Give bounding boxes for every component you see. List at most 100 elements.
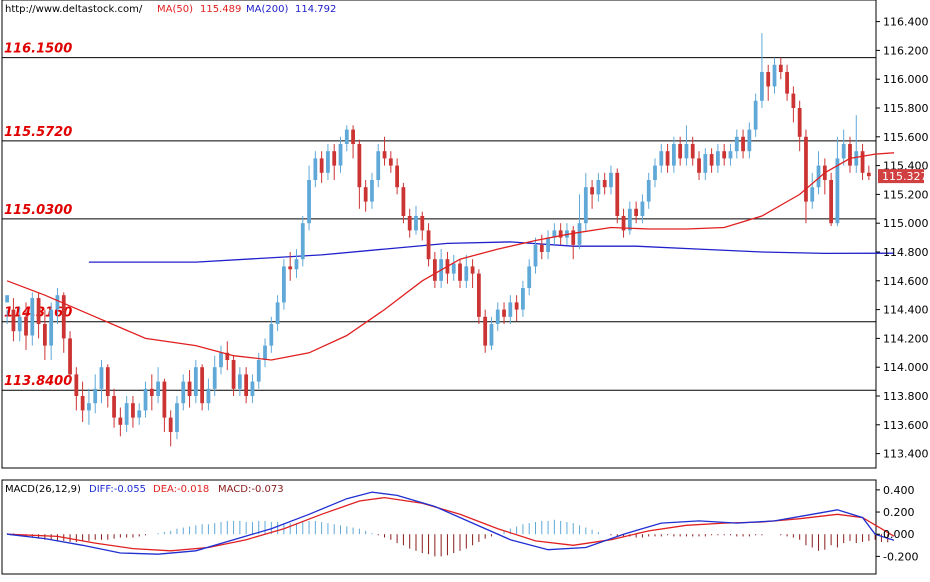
candle-up xyxy=(552,230,557,238)
y-tick-label: 113.600 xyxy=(883,419,929,432)
y-tick-label: 114.200 xyxy=(883,332,929,345)
candle-up xyxy=(5,295,10,303)
candle-up xyxy=(124,403,129,425)
y-tick-label: 115.600 xyxy=(883,131,929,144)
candle-up xyxy=(181,381,186,404)
ma50-label: MA(50) xyxy=(157,4,193,15)
candle-up xyxy=(772,64,777,87)
candle-down xyxy=(357,144,362,188)
candle-down xyxy=(225,352,230,360)
candle-down xyxy=(332,151,337,166)
y-tick-label: 116.000 xyxy=(883,73,929,86)
candle-down xyxy=(149,388,154,396)
candle-up xyxy=(212,367,217,389)
candle-up xyxy=(703,154,708,173)
y-tick-label: 114.000 xyxy=(883,361,929,374)
candle-up xyxy=(294,259,299,270)
candle-up xyxy=(30,298,35,336)
candle-down xyxy=(860,151,865,173)
candle-up xyxy=(282,266,286,303)
candle-up xyxy=(376,151,381,180)
candle-up xyxy=(300,223,305,260)
candle-up xyxy=(816,165,821,188)
candle-down xyxy=(401,187,406,216)
candle-down xyxy=(68,338,72,375)
candle-up xyxy=(55,295,60,310)
candle-down xyxy=(804,136,808,202)
macd-y-tick-label: -0.200 xyxy=(883,550,918,563)
candle-down xyxy=(118,417,123,425)
level-label: 113.8400 xyxy=(4,374,72,389)
candle-down xyxy=(791,93,796,108)
y-tick-label: 114.600 xyxy=(883,275,929,288)
candle-down xyxy=(602,180,607,188)
candle-down xyxy=(36,298,41,324)
candle-up xyxy=(338,144,343,166)
current-price-label: 115.327 xyxy=(882,170,928,183)
candle-up xyxy=(175,403,179,432)
candle-up xyxy=(577,223,582,245)
level-label: 116.1500 xyxy=(4,42,72,57)
candle-up xyxy=(256,360,261,382)
candle-up xyxy=(508,302,513,317)
y-tick-label: 116.200 xyxy=(883,44,929,57)
candle-up xyxy=(728,151,733,159)
candle-down xyxy=(634,208,639,216)
candle-down xyxy=(514,302,519,310)
candle-down xyxy=(432,259,437,281)
candle-down xyxy=(539,244,544,252)
candle-down xyxy=(42,324,47,346)
candle-down xyxy=(665,151,670,166)
candle-down xyxy=(502,309,506,317)
candle-up xyxy=(640,201,645,216)
candle-up xyxy=(627,208,632,231)
site-url[interactable]: http://www.deltastock.com/ xyxy=(5,4,143,15)
candle-down xyxy=(829,180,834,224)
candle-up xyxy=(646,180,651,202)
candle-up xyxy=(527,266,532,288)
candle-up xyxy=(451,263,456,274)
candle-up xyxy=(344,129,349,144)
candle-up xyxy=(753,100,758,130)
candle-up xyxy=(609,172,613,188)
candle-down xyxy=(615,172,620,216)
candle-up xyxy=(307,180,311,224)
candle-down xyxy=(162,381,167,418)
candle-up xyxy=(143,388,148,411)
candle-up xyxy=(734,136,739,152)
candle-down xyxy=(722,151,727,159)
level-label: 115.5720 xyxy=(4,125,72,140)
macd-y-tick-label: 0.400 xyxy=(883,484,915,497)
candle-down xyxy=(420,216,425,231)
candle-up xyxy=(464,266,469,281)
y-tick-label: 114.400 xyxy=(883,304,929,317)
candle-up xyxy=(495,309,500,324)
candle-up xyxy=(370,180,374,202)
candle-down xyxy=(483,316,488,346)
candle-up xyxy=(206,388,211,404)
candle-down xyxy=(395,165,400,188)
candle-down xyxy=(363,187,368,202)
candle-up xyxy=(489,324,494,346)
candle-up xyxy=(596,180,601,195)
candle-down xyxy=(200,367,205,404)
candle-down xyxy=(458,263,462,281)
candle-up xyxy=(533,244,538,267)
candle-up xyxy=(49,309,54,346)
candle-down xyxy=(80,396,85,411)
candle-up xyxy=(546,237,550,252)
y-tick-label: 115.000 xyxy=(883,217,929,230)
candle-down xyxy=(766,72,771,87)
candle-down xyxy=(351,129,355,144)
y-tick-label: 115.200 xyxy=(883,188,929,201)
candle-up xyxy=(810,187,815,202)
candle-up xyxy=(269,324,274,346)
candle-up xyxy=(99,367,104,389)
level-label: 115.0300 xyxy=(4,203,72,218)
ma50-line xyxy=(6,152,895,361)
y-tick-label: 116.400 xyxy=(883,16,929,29)
candle-up xyxy=(835,158,840,224)
candle-up xyxy=(193,367,198,396)
candle-up xyxy=(156,381,160,396)
